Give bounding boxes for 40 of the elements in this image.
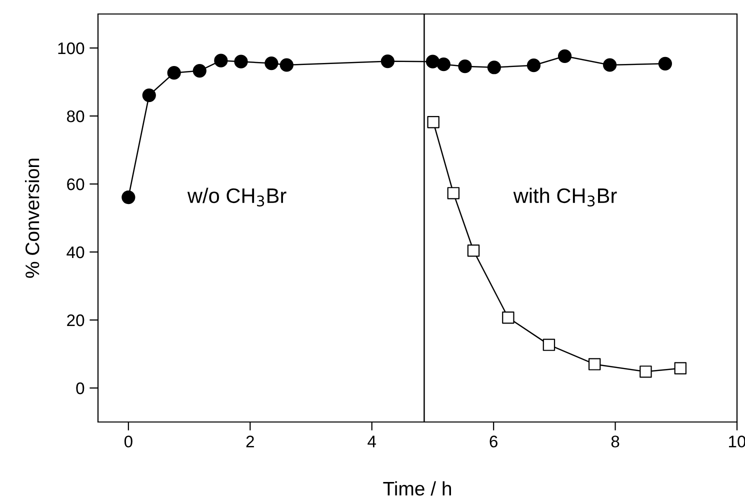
point: [542, 338, 556, 351]
y-axis-title: % Conversion: [24, 158, 40, 278]
point: [458, 60, 472, 74]
point: [234, 54, 248, 68]
point: [122, 190, 136, 204]
point: [380, 54, 394, 68]
point: [436, 58, 450, 72]
annotation: w/o CH$_{3}$Br: [187, 188, 286, 206]
point: [558, 49, 572, 63]
point: [502, 312, 514, 324]
x-tick-label: 6: [490, 436, 498, 448]
y-tick-label: 40: [66, 246, 84, 258]
point: [674, 362, 687, 374]
point: [658, 56, 672, 70]
point: [264, 56, 278, 70]
x-tick-label: 0: [124, 436, 132, 448]
point: [427, 116, 440, 128]
point: [640, 366, 652, 378]
point: [142, 88, 156, 102]
y-tick-label: 20: [67, 314, 84, 326]
point: [487, 60, 501, 74]
point: [167, 66, 181, 80]
y-tick-label: 60: [67, 178, 84, 190]
point: [603, 58, 617, 72]
point: [192, 64, 206, 78]
y-tick-label: 100: [58, 42, 84, 54]
x-axis-title: Time / h: [383, 481, 451, 496]
point: [426, 54, 440, 68]
point: [447, 187, 460, 200]
point: [280, 58, 294, 72]
point: [214, 54, 228, 68]
point: [588, 358, 601, 370]
annotation: with CH$_{3}$Br: [513, 188, 617, 206]
y-tick-label: 0: [76, 382, 84, 394]
point: [467, 244, 480, 257]
x-tick-label: 4: [368, 436, 376, 448]
x-tick-label: 2: [246, 436, 254, 448]
x-tick-label: 8: [611, 436, 620, 448]
point: [526, 58, 541, 72]
y-tick-label: 80: [66, 110, 84, 122]
